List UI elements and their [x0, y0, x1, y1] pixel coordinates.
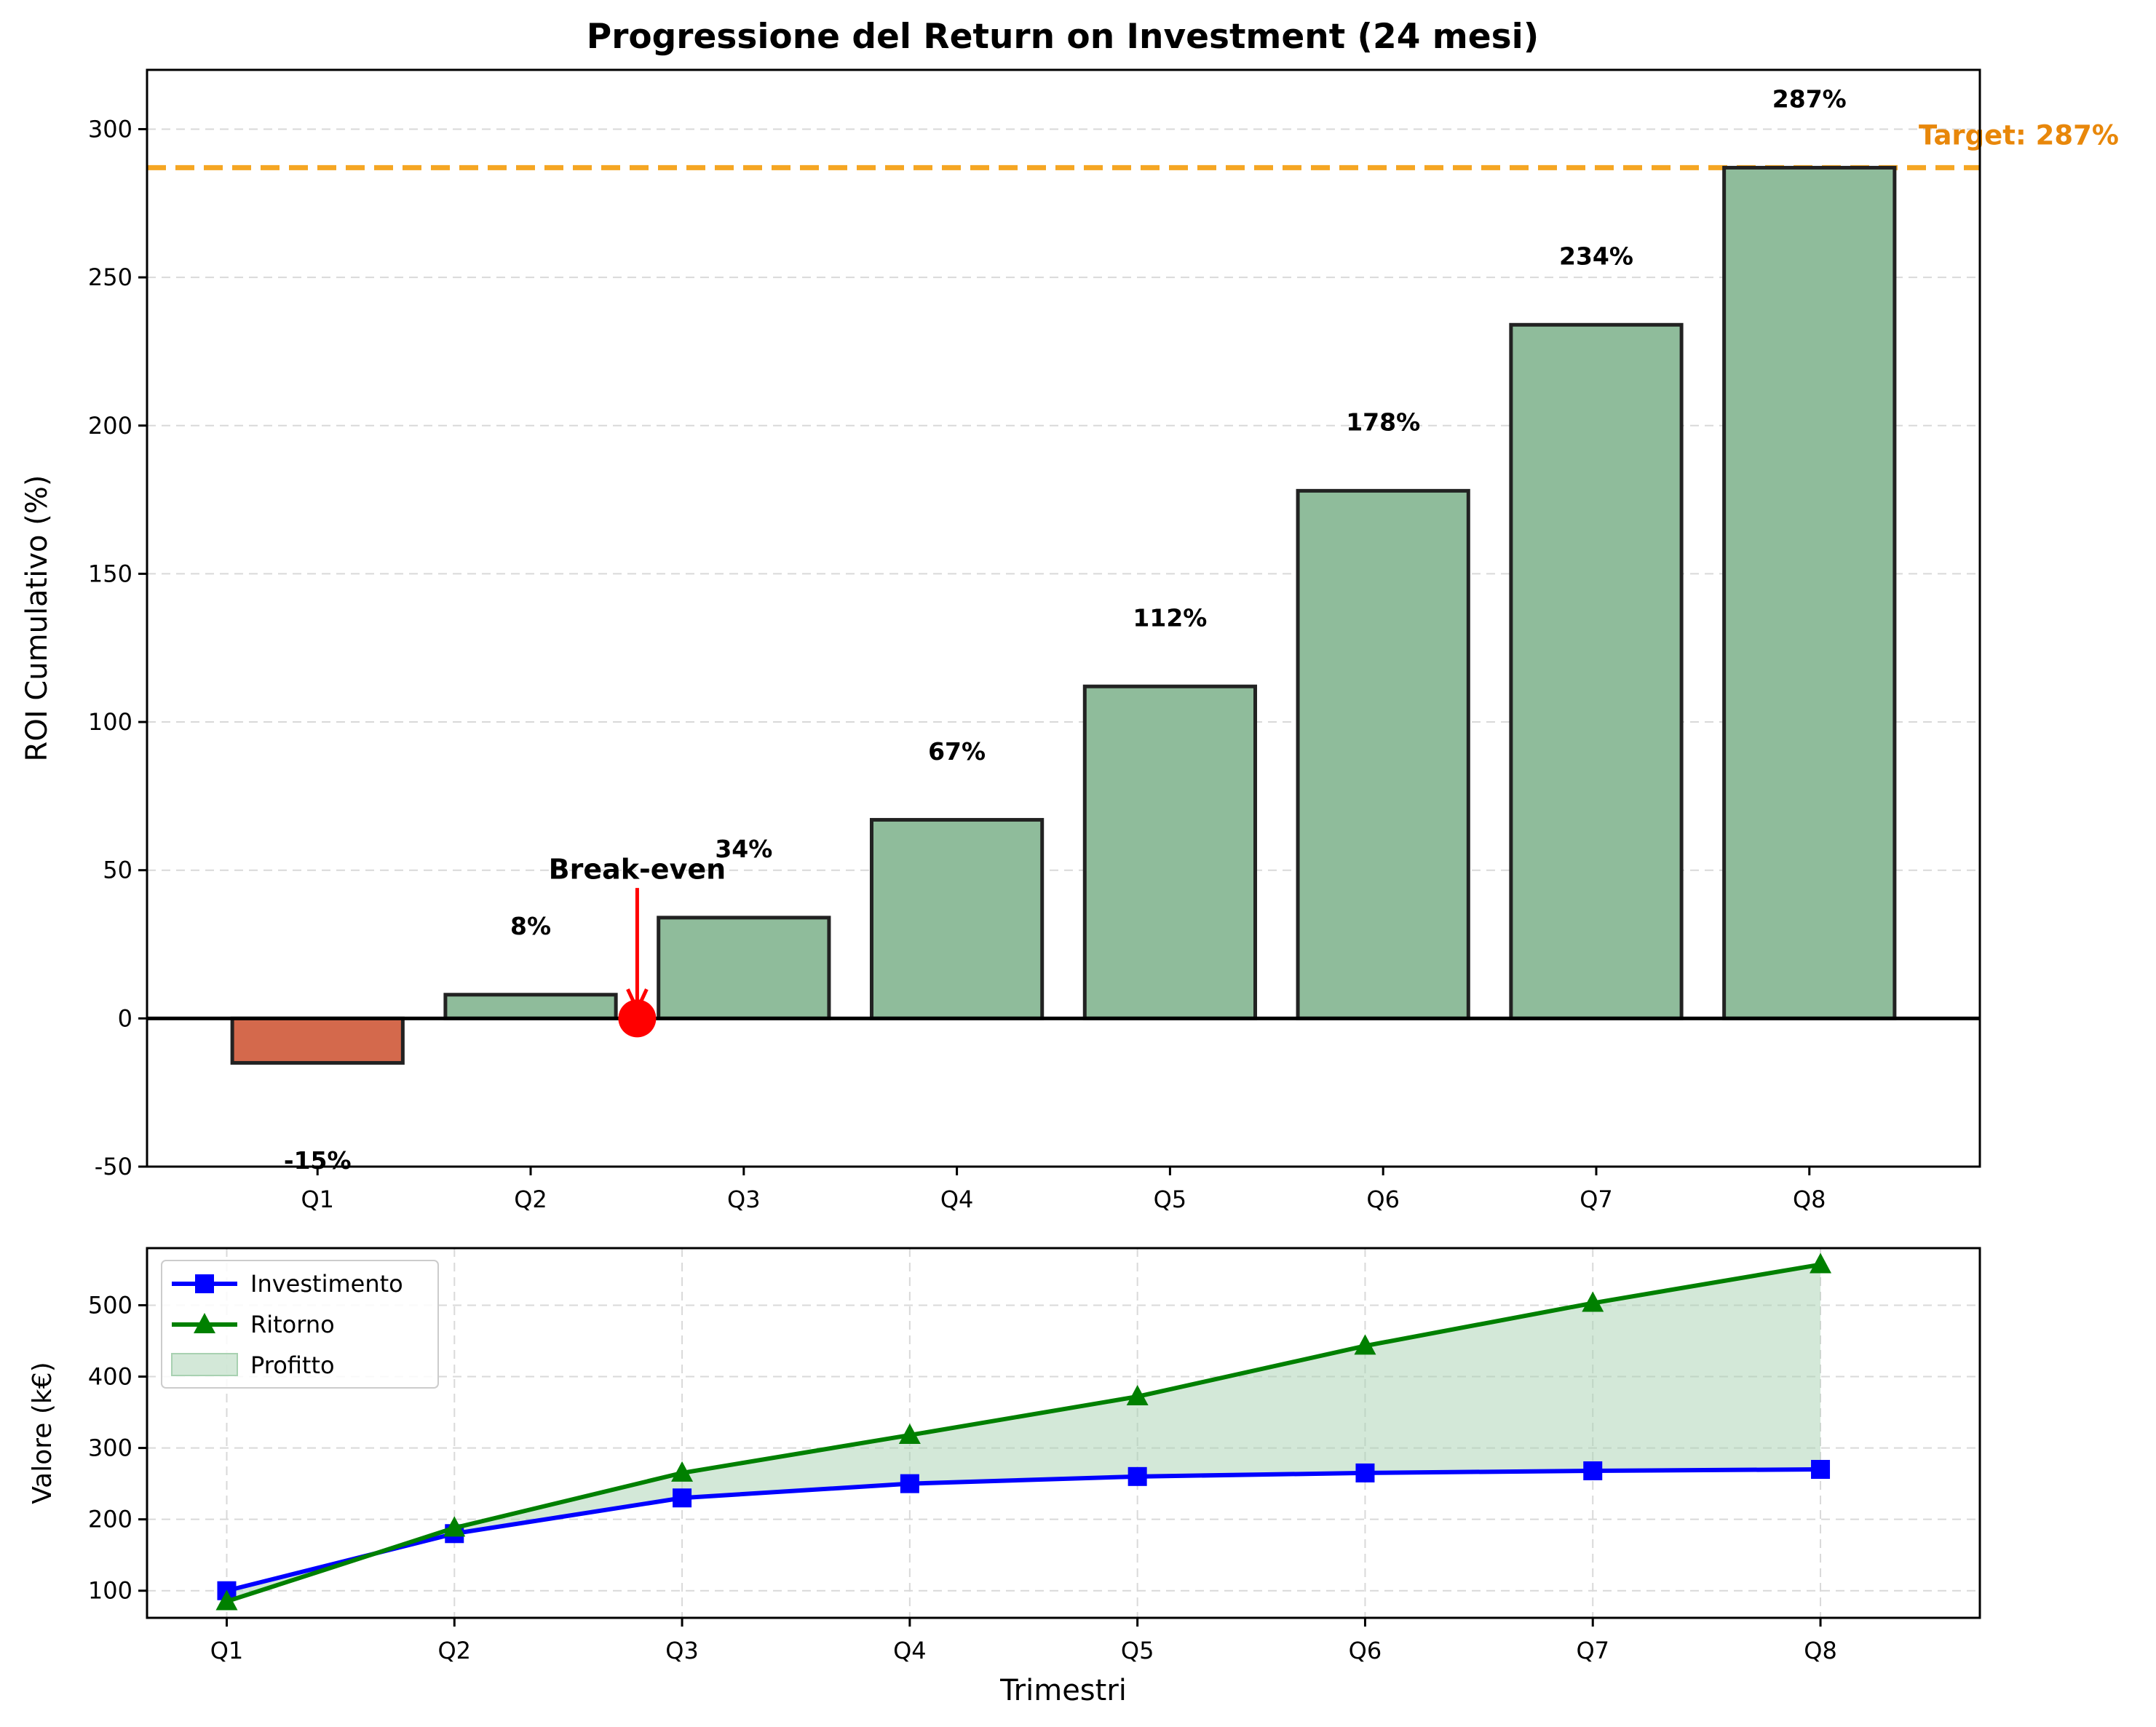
x-tick-label: Q7 [1576, 1637, 1609, 1664]
y-axis-title: ROI Cumulativo (%) [20, 475, 54, 762]
plot-frame [146, 68, 1981, 1168]
chart-title: Progressione del Return on Investment (2… [587, 17, 1539, 57]
investment-point [1127, 1466, 1147, 1486]
y-tick-label: 300 [88, 115, 132, 143]
bar-value-label: 34% [715, 835, 772, 863]
roi-bar-chart: -15%8%34%67%112%178%234%287%Break-evenTa… [20, 68, 2119, 1213]
roi-bar [869, 817, 1045, 1020]
x-tick-label: Q1 [210, 1637, 244, 1664]
x-tick-label: Q4 [940, 1186, 974, 1213]
legend-marker-investment [195, 1274, 214, 1293]
investment-point [673, 1488, 692, 1508]
return-point [1354, 1334, 1376, 1355]
x-tick-label: Q5 [1121, 1637, 1154, 1664]
roi-bar [443, 993, 618, 1020]
x-tick-label: Q7 [1580, 1186, 1613, 1213]
x-tick-label: Q6 [1349, 1637, 1382, 1664]
y-tick-label: 250 [88, 263, 132, 291]
y-tick-label: 100 [88, 708, 132, 736]
investment-point [1355, 1463, 1375, 1482]
break-even-label: Break-even [549, 854, 726, 886]
value-line-chart: 100 200 300 400 500 Q1 Q2 Q3 Q4 Q5 Q6 Q7 Q8 Trimestri… [28, 1247, 1981, 1707]
bar-value-label: 67% [928, 737, 986, 766]
x-tick-label: Q1 [301, 1186, 334, 1213]
return-line [226, 1262, 1821, 1604]
x-tick-label: Q6 [1366, 1186, 1400, 1213]
y-tick-label: 100 [88, 1577, 132, 1605]
break-even-marker [618, 999, 657, 1038]
profit-area [226, 1264, 1821, 1602]
legend-marker-return [194, 1313, 215, 1333]
y-tick-label: 200 [88, 412, 132, 440]
return-point [1582, 1291, 1604, 1312]
y-axis-title: Valore (k€) [28, 1362, 58, 1504]
roi-bar [1509, 322, 1684, 1020]
return-point [898, 1423, 921, 1444]
return-point [215, 1589, 238, 1611]
bar-value-label: 8% [510, 912, 551, 940]
return-point [1126, 1384, 1149, 1405]
x-tick-label: Q3 [665, 1637, 699, 1664]
legend-swatch-profit [171, 1353, 238, 1376]
x-tick-label: Q4 [893, 1637, 927, 1664]
roi-bar [230, 1016, 405, 1065]
x-tick-label: Q8 [1804, 1637, 1837, 1664]
y-tick-label: 150 [88, 560, 132, 587]
roi-bar [1722, 165, 1897, 1020]
investment-point [900, 1474, 919, 1493]
return-point [1810, 1252, 1832, 1274]
investment-point [1583, 1461, 1603, 1480]
bar-value-label: 234% [1559, 242, 1633, 271]
target-label: Target: 287% [1919, 119, 2119, 151]
x-tick-label: Q2 [437, 1637, 471, 1664]
y-tick-label: 400 [88, 1363, 132, 1391]
bar-value-label: 112% [1133, 604, 1207, 632]
roi-bar [657, 916, 831, 1020]
plot-frame [146, 1247, 1981, 1619]
investment-point [1811, 1460, 1831, 1480]
y-tick-label: 0 [118, 1004, 132, 1032]
y-tick-label: 50 [103, 857, 132, 884]
legend-label-investment: Investimento [250, 1270, 403, 1298]
legend-label-profit: Profitto [250, 1351, 335, 1379]
x-tick-label: Q3 [727, 1186, 761, 1213]
y-tick-label: -50 [95, 1153, 132, 1180]
investment-line [226, 1467, 1821, 1593]
roi-bar [1082, 684, 1258, 1020]
x-tick-label: Q2 [514, 1186, 547, 1213]
legend-label-return: Ritorno [250, 1311, 335, 1338]
return-point [671, 1461, 694, 1482]
bar-value-label: 287% [1772, 85, 1847, 114]
y-tick-label: 500 [88, 1291, 132, 1319]
roi-bar [1296, 488, 1470, 1020]
x-tick-label: Q8 [1793, 1186, 1826, 1213]
y-tick-label: 300 [88, 1434, 132, 1462]
return-point [443, 1516, 466, 1537]
x-tick-label: Q5 [1154, 1186, 1187, 1213]
y-tick-label: 200 [88, 1506, 132, 1533]
x-axis-title: Trimestri [999, 1674, 1127, 1707]
bar-value-label: 178% [1346, 408, 1420, 437]
